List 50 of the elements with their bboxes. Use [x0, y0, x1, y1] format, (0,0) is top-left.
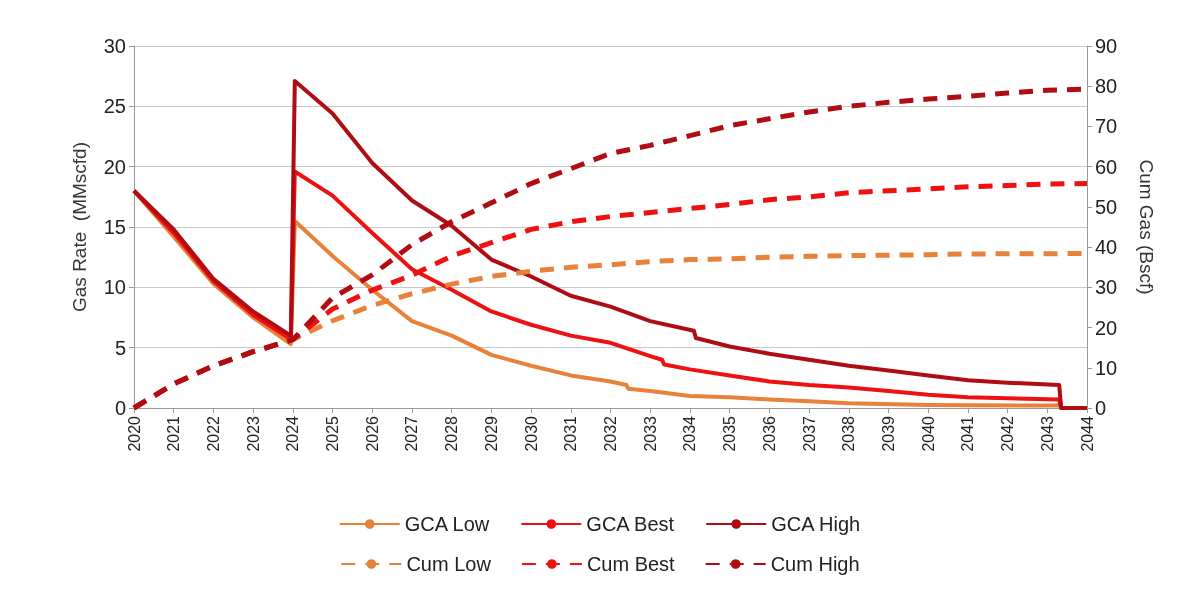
x-tick-label: 2041 [959, 415, 977, 452]
x-tick-label: 2028 [443, 415, 461, 452]
legend-label: GCA Low [404, 513, 490, 535]
x-tick-label: 2025 [324, 415, 342, 452]
x-tick-label: 2022 [204, 415, 222, 452]
y-tick-label: 10 [103, 276, 126, 299]
y2-tick-label: 90 [1095, 35, 1118, 57]
y-axis-title: Gas Rate (MMscfd) [69, 142, 90, 312]
x-tick-label: 2034 [681, 415, 699, 452]
y-tick-label: 0 [114, 397, 126, 419]
y2-tick-label: 40 [1095, 236, 1118, 259]
x-tick-label: 2033 [641, 415, 659, 452]
y2-tick-label: 0 [1095, 397, 1107, 419]
x-tick-label: 2026 [363, 415, 381, 452]
x-tick-label: 2020 [125, 415, 143, 452]
legend-label: Cum Low [406, 553, 492, 575]
x-tick-label: 2035 [721, 415, 739, 452]
y-tick-label: 5 [114, 336, 126, 359]
x-tick-label: 2024 [284, 415, 302, 452]
legend-label: Cum High [770, 553, 860, 575]
x-tick-label: 2040 [919, 415, 937, 452]
y2-tick-label: 30 [1095, 276, 1118, 299]
y2-tick-label: 10 [1095, 356, 1118, 379]
y2-tick-label: 60 [1095, 155, 1118, 178]
y2-tick-label: 80 [1095, 75, 1118, 98]
legend-label: GCA Best [586, 513, 675, 535]
x-tick-label: 2037 [800, 415, 818, 452]
x-tick-label: 2030 [522, 415, 540, 452]
legend-label: GCA High [771, 513, 861, 535]
x-tick-label: 2031 [562, 415, 580, 452]
x-tick-label: 2023 [244, 415, 262, 452]
x-tick-label: 2038 [840, 415, 858, 452]
x-tick-label: 2032 [602, 415, 619, 452]
x-tick-label: 2043 [1038, 415, 1056, 452]
y2-tick-label: 20 [1095, 316, 1118, 339]
y-tick-label: 30 [103, 35, 126, 57]
x-tick-label: 2021 [165, 415, 183, 452]
x-tick-label: 2036 [760, 415, 778, 452]
y-tick-label: 20 [103, 155, 126, 178]
y2-tick-label: 50 [1095, 195, 1118, 218]
y-tick-label: 25 [103, 95, 126, 118]
x-tick-label: 2042 [999, 415, 1017, 452]
x-tick-label: 2029 [482, 415, 500, 452]
x-tick-label: 2027 [403, 415, 421, 452]
x-tick-label: 2039 [879, 415, 897, 452]
y-tick-label: 15 [103, 216, 126, 238]
y2-tick-label: 70 [1095, 115, 1118, 138]
x-tick-label: 2044 [1078, 415, 1096, 452]
y2-axis-title: Cum Gas (Bscf) [1136, 159, 1157, 295]
legend-label: Cum Best [586, 553, 676, 575]
